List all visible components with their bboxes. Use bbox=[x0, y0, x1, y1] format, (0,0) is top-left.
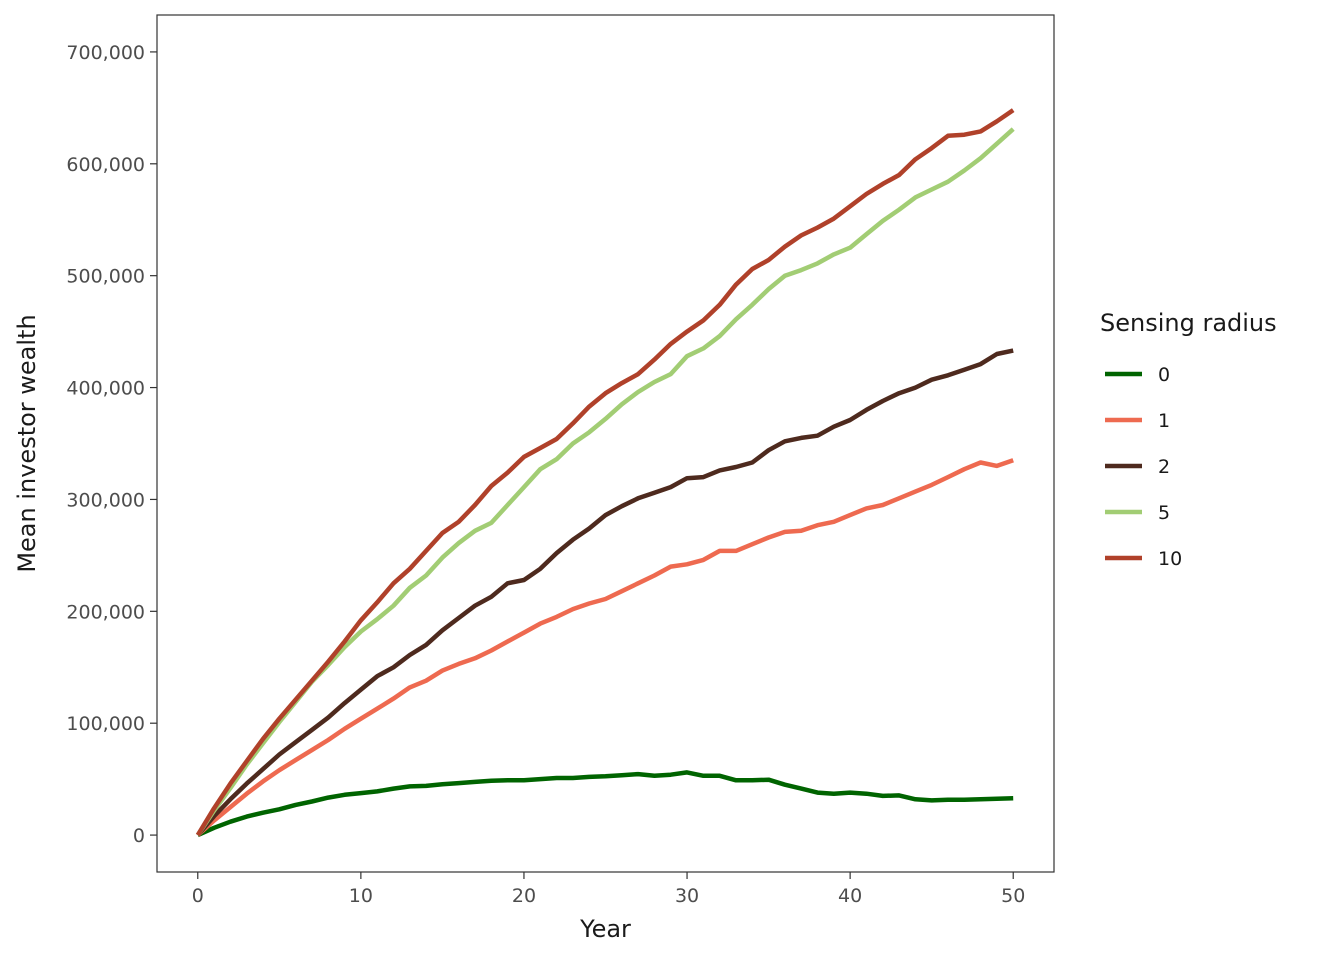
y-axis-title: Mean investor wealth bbox=[13, 314, 41, 572]
y-tick-label: 0 bbox=[133, 825, 145, 847]
x-tick-label: 40 bbox=[838, 885, 862, 907]
y-tick-label: 200,000 bbox=[66, 601, 145, 623]
series-line-2 bbox=[196, 348, 1014, 837]
x-axis: 0 10 20 30 40 50 bbox=[192, 872, 1025, 907]
y-tick-label: 600,000 bbox=[66, 154, 145, 176]
y-tick-label: 300,000 bbox=[66, 489, 145, 511]
series-line-10 bbox=[195, 108, 1015, 837]
legend-title: Sensing radius bbox=[1100, 309, 1277, 337]
series-line-5 bbox=[195, 127, 1015, 837]
legend-label-2: 2 bbox=[1158, 456, 1170, 478]
legend-label-5: 5 bbox=[1158, 502, 1170, 524]
x-tick-label: 0 bbox=[192, 885, 204, 907]
legend-label-10: 10 bbox=[1158, 548, 1182, 570]
y-tick-label: 100,000 bbox=[66, 713, 145, 735]
legend-label-1: 1 bbox=[1158, 410, 1170, 432]
x-tick-label: 30 bbox=[675, 885, 699, 907]
y-tick-label: 700,000 bbox=[66, 42, 145, 64]
legend-label-0: 0 bbox=[1158, 364, 1170, 386]
legend-items: 0 1 2 5 10 bbox=[1105, 364, 1182, 570]
series-lines bbox=[195, 108, 1015, 838]
y-tick-label: 400,000 bbox=[66, 378, 145, 400]
x-tick-label: 20 bbox=[512, 885, 536, 907]
legend: Sensing radius 0 1 2 5 10 bbox=[1100, 309, 1277, 570]
plot-panel bbox=[156, 14, 1055, 873]
x-axis-title: Year bbox=[579, 915, 631, 943]
y-tick-label: 500,000 bbox=[66, 266, 145, 288]
x-tick-label: 10 bbox=[349, 885, 373, 907]
y-axis: 0 100,000 200,000 300,000 400,000 500,000 600,… bbox=[66, 42, 157, 847]
x-tick-label: 50 bbox=[1001, 885, 1025, 907]
series-line-1 bbox=[196, 458, 1014, 837]
series-line-0 bbox=[196, 770, 1014, 838]
